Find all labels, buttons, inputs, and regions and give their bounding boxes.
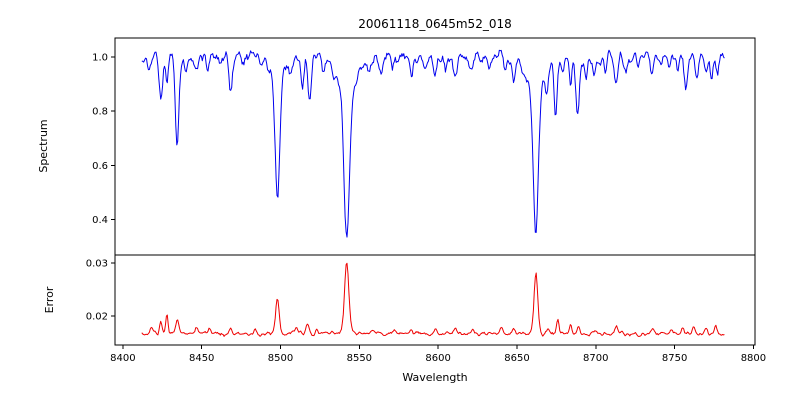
y-tick-label: 0.6 — [92, 161, 108, 172]
chart-title: 20061118_0645m52_018 — [358, 17, 511, 31]
x-tick-label: 8450 — [189, 353, 214, 364]
x-tick-label: 8550 — [347, 353, 372, 364]
x-tick-label: 8650 — [504, 353, 529, 364]
x-tick-label: 8500 — [268, 353, 293, 364]
y-tick-label: 0.03 — [86, 258, 108, 269]
spectrum-line — [141, 49, 725, 238]
axes-border-error — [114, 254, 756, 346]
axes-border-spectrum — [114, 37, 756, 256]
x-tick-label: 8600 — [425, 353, 450, 364]
error-line — [141, 262, 725, 337]
x-tick-label: 8700 — [583, 353, 608, 364]
y-axis-label-spectrum: Spectrum — [37, 119, 50, 172]
y-tick-label: 0.8 — [92, 107, 108, 118]
y-tick-label: 1.0 — [92, 52, 108, 63]
y-axis-label-error: Error — [43, 286, 56, 313]
x-tick-label: 8800 — [741, 353, 766, 364]
plot-content: 8400 8450 8500 8550 8600 8650 8700 8750 8800 0.4 0… — [86, 37, 766, 364]
x-tick-label: 8400 — [110, 353, 135, 364]
y-tick-label: 0.02 — [86, 311, 108, 322]
y-tick-label: 0.4 — [92, 215, 108, 226]
x-tick-label: 8750 — [662, 353, 687, 364]
x-axis-label: Wavelength — [402, 371, 467, 384]
